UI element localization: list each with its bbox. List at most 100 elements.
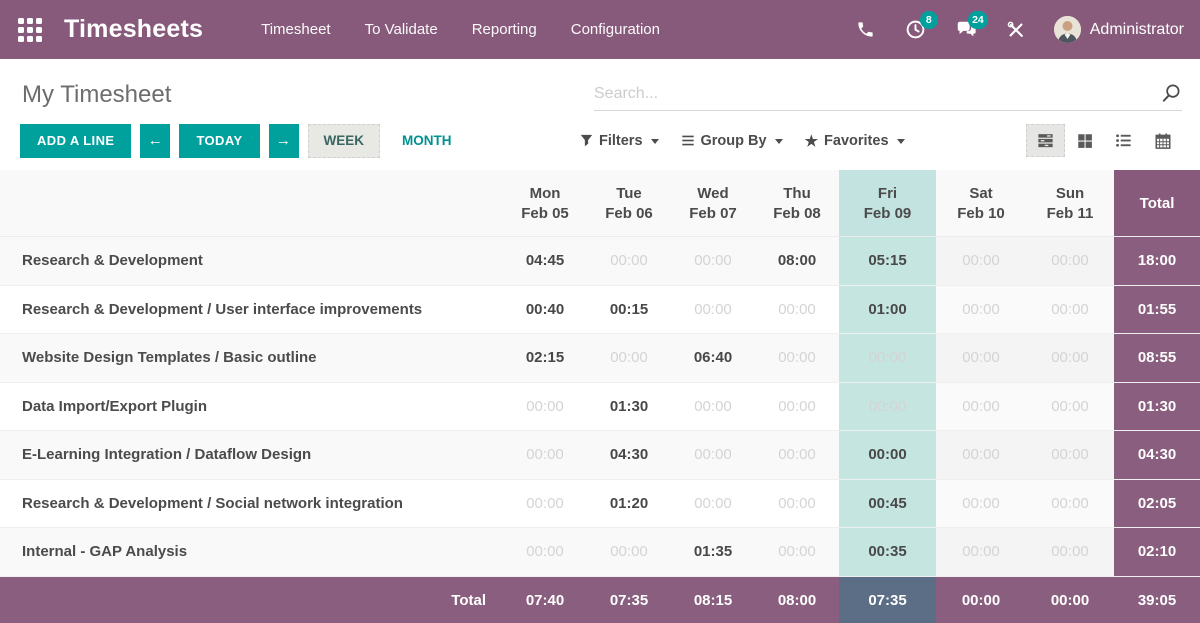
group-by-menu[interactable]: Group By: [681, 133, 783, 149]
grid-cell[interactable]: 00:00: [778, 397, 816, 415]
grid-cell[interactable]: 00:00: [1051, 300, 1089, 318]
list-view-button[interactable]: [1104, 124, 1143, 157]
grid-cell[interactable]: 00:00: [694, 252, 732, 270]
week-range-button[interactable]: WEEK: [307, 123, 381, 158]
search-box: [594, 82, 1182, 111]
search-input[interactable]: [594, 84, 1159, 103]
grid-cell[interactable]: 00:45: [839, 479, 936, 527]
grid-cell[interactable]: 00:40: [525, 300, 565, 318]
kanban-view-icon: [1077, 133, 1092, 148]
grid-cell[interactable]: 08:00: [777, 252, 817, 270]
kanban-view-button[interactable]: [1065, 124, 1104, 157]
grid-row-total: 08:55: [1114, 334, 1200, 382]
grid-header-day-mon: Mon Feb 05: [521, 184, 569, 222]
grid-cell[interactable]: 01:00: [839, 285, 936, 333]
grid-cell[interactable]: 00:00: [526, 543, 564, 561]
grid-cell[interactable]: 00:00: [962, 300, 1000, 318]
grid-cell[interactable]: 00:00: [839, 382, 936, 430]
grid-cell[interactable]: 00:00: [694, 446, 732, 464]
grid-cell[interactable]: 00:00: [962, 543, 1000, 561]
grid-cell[interactable]: 00:00: [778, 349, 816, 367]
grid-cell[interactable]: 00:00: [778, 543, 816, 561]
month-range-button[interactable]: MONTH: [388, 124, 466, 158]
grid-cell[interactable]: 00:00: [962, 446, 1000, 464]
grid-cell[interactable]: 00:00: [1051, 494, 1089, 512]
grid-row-total: 02:10: [1114, 528, 1200, 576]
grid-cell[interactable]: 00:00: [694, 397, 732, 415]
grid-cell[interactable]: 00:00: [839, 431, 936, 479]
grid-header-day-thu: Thu Feb 08: [773, 184, 821, 222]
grid-cell[interactable]: 04:45: [525, 252, 565, 270]
caret-down-icon: [650, 139, 659, 144]
grid-cell[interactable]: 02:15: [525, 349, 565, 367]
grid-header-label-spacer: [0, 170, 503, 236]
avatar: [1053, 16, 1081, 43]
tools-icon[interactable]: [1004, 18, 1028, 42]
calendar-view-button[interactable]: [1143, 124, 1182, 157]
caret-down-icon: [774, 139, 783, 144]
grid-cell[interactable]: 00:00: [1051, 446, 1089, 464]
wrench-screwdriver-icon: [1007, 21, 1023, 37]
grid-view-button[interactable]: [1026, 124, 1065, 157]
grid-cell[interactable]: 00:00: [962, 349, 1000, 367]
next-week-button[interactable]: →: [268, 123, 299, 158]
grid-cell[interactable]: 00:00: [839, 334, 936, 382]
grid-cell[interactable]: 00:00: [778, 446, 816, 464]
grid-cell[interactable]: 00:00: [962, 494, 1000, 512]
grid-cell[interactable]: 00:00: [1051, 252, 1089, 270]
grid-cell[interactable]: 00:00: [610, 252, 648, 270]
grid-cell[interactable]: 06:40: [693, 349, 733, 367]
grid-cell[interactable]: 00:00: [610, 543, 648, 561]
favorites-menu[interactable]: ★ Favorites: [805, 132, 905, 150]
top-menu-item-reporting[interactable]: Reporting: [471, 21, 537, 38]
phone-icon[interactable]: [854, 18, 878, 42]
messages-icon[interactable]: 24: [954, 10, 988, 42]
grid-cell[interactable]: 01:30: [609, 397, 649, 415]
grid-cell[interactable]: 00:00: [962, 397, 1000, 415]
grid-footer-grand-total: 39:05: [1137, 591, 1177, 609]
grid-cell[interactable]: 01:35: [693, 543, 733, 561]
grid-cell[interactable]: 00:00: [526, 494, 564, 512]
grid-cell[interactable]: 00:00: [962, 252, 1000, 270]
search-icon[interactable]: [1159, 82, 1182, 105]
grid-cell[interactable]: 05:15: [839, 237, 936, 285]
apps-menu-icon[interactable]: [18, 17, 42, 42]
grid-cell[interactable]: 00:35: [839, 528, 936, 576]
activities-icon[interactable]: 8: [904, 10, 938, 42]
grid-cell[interactable]: 00:00: [526, 446, 564, 464]
grid-cell[interactable]: 00:00: [694, 494, 732, 512]
grid-cell[interactable]: 00:00: [526, 397, 564, 415]
grid-footer-day-total: 08:15: [693, 591, 733, 609]
grid-cell[interactable]: 00:00: [778, 300, 816, 318]
grid-cell[interactable]: 00:00: [694, 300, 732, 318]
grid-cell[interactable]: 00:00: [1051, 543, 1089, 561]
grid-cell[interactable]: 00:00: [610, 349, 648, 367]
grid-cell[interactable]: 00:00: [1051, 397, 1089, 415]
filters-menu[interactable]: Filters: [580, 133, 659, 149]
top-menu-item-configuration[interactable]: Configuration: [570, 21, 660, 38]
add-a-line-button[interactable]: ADD A LINE: [20, 123, 132, 158]
grid-footer-label: Total: [451, 591, 486, 609]
top-menu: Timesheet To Validate Reporting Configurati…: [261, 21, 660, 38]
grid-header-day-sun: Sun Feb 11: [1046, 184, 1094, 222]
today-button[interactable]: TODAY: [179, 123, 260, 158]
clock-icon: [906, 20, 925, 39]
grid-row-total: 01:30: [1114, 382, 1200, 430]
grid-cell[interactable]: 00:00: [778, 494, 816, 512]
top-menu-item-to-validate[interactable]: To Validate: [364, 21, 438, 38]
grid-row: Internal - GAP Analysis 00:00 00:00 01:35 00…: [0, 528, 1200, 577]
grid-cell[interactable]: 00:00: [1051, 349, 1089, 367]
app-title[interactable]: Timesheets: [64, 15, 204, 43]
grid-cell[interactable]: 04:30: [609, 446, 649, 464]
grid-footer-day-total: 07:35: [609, 591, 649, 609]
page-title: My Timesheet: [22, 81, 172, 108]
top-menu-item-timesheet[interactable]: Timesheet: [261, 21, 331, 38]
activities-badge: 8: [919, 10, 938, 29]
grid-row-total: 02:05: [1114, 479, 1200, 527]
grid-cell[interactable]: 01:20: [609, 494, 649, 512]
list-view-icon: [1116, 134, 1131, 147]
grid-cell[interactable]: 00:15: [609, 300, 649, 318]
user-menu[interactable]: Administrator: [1053, 16, 1184, 43]
top-navbar: Timesheets Timesheet To Validate Reporting…: [0, 0, 1200, 59]
previous-week-button[interactable]: ←: [140, 123, 171, 158]
